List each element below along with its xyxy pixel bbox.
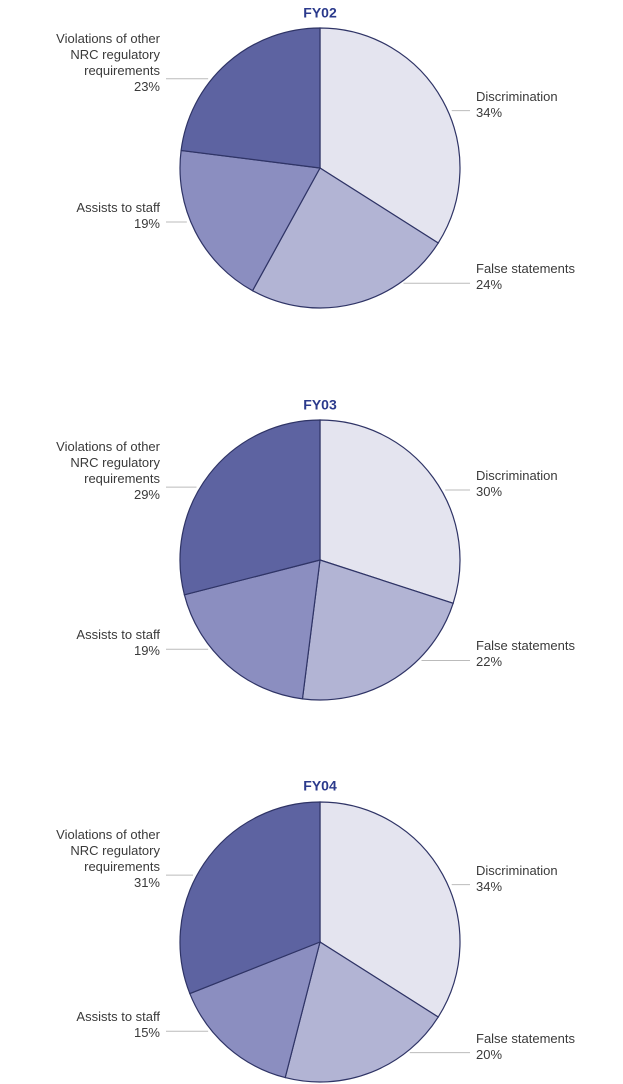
slice-label: False statements 20%: [476, 1031, 601, 1063]
slice-percent: 23%: [133, 78, 160, 94]
chart-title: FY04: [303, 778, 337, 794]
pie-slice: [179, 419, 321, 596]
pie-slice: [180, 27, 321, 169]
slice-name: Assists to staff: [76, 200, 160, 216]
slice-percent: 31%: [133, 875, 160, 891]
slice-name: False statements: [476, 261, 575, 277]
slice-name: Discrimination: [476, 468, 558, 484]
pie-slice: [301, 559, 454, 701]
slice-name: Violations of other NRC regulatory requi…: [56, 439, 160, 487]
slice-percent: 30%: [476, 484, 503, 500]
slice-percent: 20%: [476, 1046, 503, 1062]
pie-slice: [319, 419, 461, 605]
slice-label: Assists to staff 15%: [50, 1009, 160, 1041]
slice-percent: 34%: [476, 878, 503, 894]
slice-percent: 24%: [476, 277, 503, 293]
slice-label: Violations of other NRC regulatory requi…: [50, 827, 160, 891]
slice-name: Assists to staff: [76, 627, 160, 643]
slice-name: False statements: [476, 1030, 575, 1046]
slice-label: Violations of other NRC regulatory requi…: [50, 439, 160, 503]
pie-slice: [251, 167, 440, 309]
slice-label: Assists to staff 19%: [50, 200, 160, 232]
pie-slice: [183, 559, 321, 700]
slice-percent: 15%: [133, 1025, 160, 1041]
slice-percent: 19%: [133, 643, 160, 659]
pie-slice: [179, 149, 321, 292]
slice-label: Discrimination 34%: [476, 89, 601, 121]
slice-name: Violations of other NRC regulatory requi…: [56, 827, 160, 875]
slice-label: Discrimination 34%: [476, 863, 601, 895]
pie-slice: [319, 27, 461, 244]
slice-label: Assists to staff 19%: [50, 627, 160, 659]
slice-percent: 29%: [133, 487, 160, 503]
slice-name: Discrimination: [476, 88, 558, 104]
slice-name: Discrimination: [476, 862, 558, 878]
slice-label: False statements 22%: [476, 638, 601, 670]
slice-label: Discrimination 30%: [476, 468, 601, 500]
slice-name: False statements: [476, 638, 575, 654]
chart-title: FY02: [303, 5, 337, 21]
pie-slice: [189, 941, 321, 1079]
slice-name: Assists to staff: [76, 1009, 160, 1025]
slice-name: Violations of other NRC regulatory requi…: [56, 30, 160, 78]
chart-title: FY03: [303, 397, 337, 413]
slice-percent: 22%: [476, 654, 503, 670]
pie-slice: [179, 801, 321, 995]
slice-percent: 19%: [133, 216, 160, 232]
pie-slice: [319, 801, 461, 1018]
slice-percent: 34%: [476, 104, 503, 120]
slice-label: Violations of other NRC regulatory requi…: [50, 31, 160, 95]
pie-slice: [284, 941, 440, 1083]
slice-label: False statements 24%: [476, 261, 601, 293]
